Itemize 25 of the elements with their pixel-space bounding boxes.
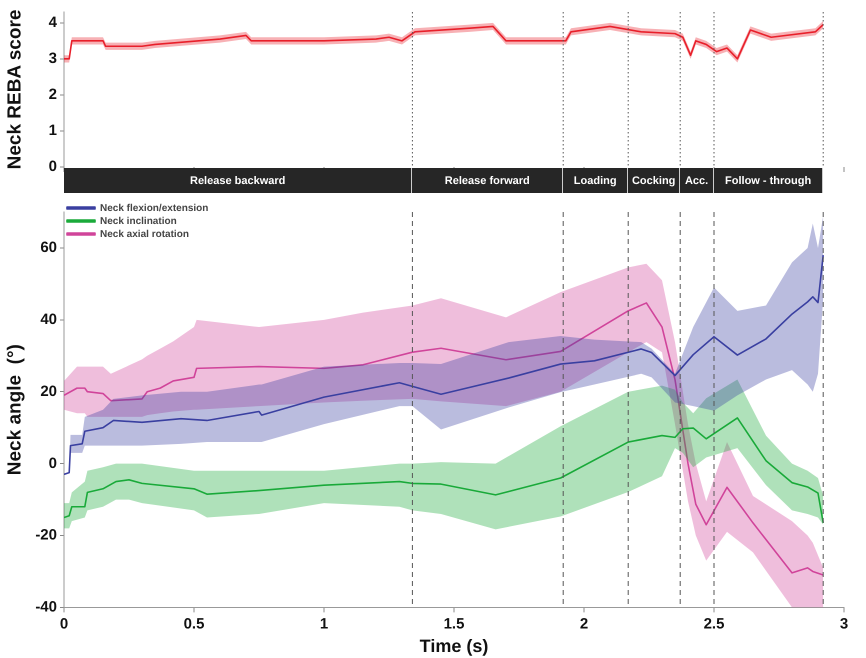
phase-strip: Release backward Release forward Loading Cocking Acc. Follow - through [64, 168, 824, 193]
x-tick-label: 2.5 [704, 616, 724, 633]
legend-label: Neck flexion/extension [100, 202, 208, 214]
x-tick-label: 3 [840, 616, 848, 633]
legend-label: Neck axial rotation [100, 228, 189, 240]
y-tick-label: 0 [48, 454, 57, 472]
x-tick-label: 0.5 [184, 616, 204, 633]
y-tick-label: 0 [48, 158, 57, 176]
x-axis-title: Time (s) [420, 636, 488, 656]
y-axis-title: Neck REBA score [4, 10, 26, 170]
y-tick-label: 20 [40, 382, 57, 400]
y-tick-label: 60 [40, 239, 57, 256]
y-axis-title: Neck angle (°) [4, 344, 26, 476]
legend-label: Neck inclination [100, 216, 177, 227]
x-tick-label: 0 [60, 616, 68, 633]
y-tick-label: 40 [40, 310, 57, 328]
y-tick-label: -40 [35, 598, 57, 616]
y-tick-label: -20 [35, 526, 57, 544]
y-tick-label: 4 [48, 14, 58, 31]
x-tick-label: 1 [320, 616, 328, 633]
x-tick-label: 2 [580, 616, 588, 633]
y-tick-label: 2 [48, 86, 57, 104]
x-tick-label: 1.5 [444, 616, 464, 633]
y-tick-label: 1 [48, 122, 57, 140]
y-tick-label: 3 [48, 50, 57, 67]
